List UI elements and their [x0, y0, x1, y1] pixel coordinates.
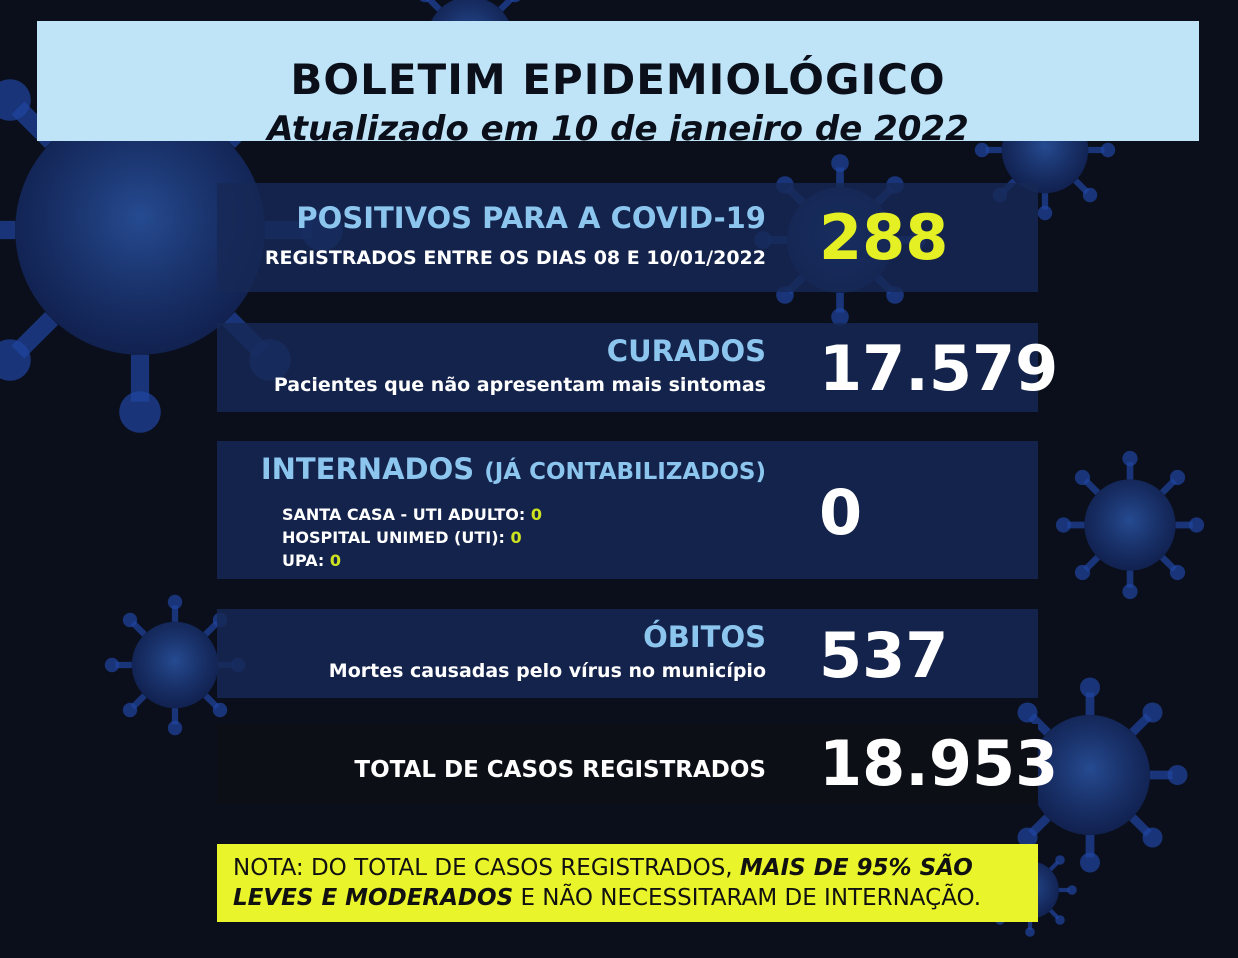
curados-panel: CURADOS Pacientes que não apresentam mai…	[217, 323, 1058, 412]
total-panel: TOTAL DE CASOS REGISTRADOS 18.953	[217, 724, 1058, 804]
list-item: SANTA CASA - UTI ADULTO: 0	[282, 505, 542, 524]
curados-value: 17.579	[819, 332, 1059, 405]
positivos-value: 288	[819, 201, 949, 274]
list-item: UPA: 0	[282, 551, 342, 570]
header-banner: BOLETIM EPIDEMIOLÓGICO Atualizado em 10 …	[37, 21, 1199, 149]
obitos-panel: ÓBITOS Mortes causadas pelo vírus no mun…	[217, 609, 1038, 698]
note-line-1: NOTA: DO TOTAL DE CASOS REGISTRADOS, MAI…	[233, 855, 973, 881]
total-value: 18.953	[819, 727, 1059, 800]
list-item: HOSPITAL UNIMED (UTI): 0	[282, 528, 522, 547]
positivos-panel: POSITIVOS PARA A COVID-19 REGISTRADOS EN…	[217, 183, 1038, 292]
positivos-subtitle: REGISTRADOS ENTRE OS DIAS 08 E 10/01/202…	[264, 247, 766, 269]
note-box: NOTA: DO TOTAL DE CASOS REGISTRADOS, MAI…	[217, 844, 1038, 922]
curados-subtitle: Pacientes que não apresentam mais sintom…	[273, 374, 766, 396]
obitos-subtitle: Mortes causadas pelo vírus no município	[328, 660, 766, 682]
positivos-title: POSITIVOS PARA A COVID-19	[296, 201, 766, 235]
internados-title: INTERNADOS	[260, 452, 475, 486]
obitos-title: ÓBITOS	[643, 620, 766, 654]
page-title: BOLETIM EPIDEMIOLÓGICO	[290, 55, 946, 104]
internados-title-row: INTERNADOS (JÁ CONTABILIZADOS)	[261, 452, 766, 486]
total-label: TOTAL DE CASOS REGISTRADOS	[354, 757, 766, 783]
obitos-value: 537	[819, 619, 949, 692]
note-line-2: LEVES E MODERADOS E NÃO NECESSITARAM DE …	[233, 885, 982, 911]
internados-panel: INTERNADOS (JÁ CONTABILIZADOS) SANTA CAS…	[217, 441, 1038, 579]
curados-title: CURADOS	[606, 334, 766, 368]
update-date: Atualizado em 10 de janeiro de 2022	[267, 109, 969, 149]
internados-value: 0	[819, 476, 863, 549]
internados-list: SANTA CASA - UTI ADULTO: 0 HOSPITAL UNIM…	[282, 503, 542, 572]
internados-title-note: (JÁ CONTABILIZADOS)	[484, 459, 766, 485]
